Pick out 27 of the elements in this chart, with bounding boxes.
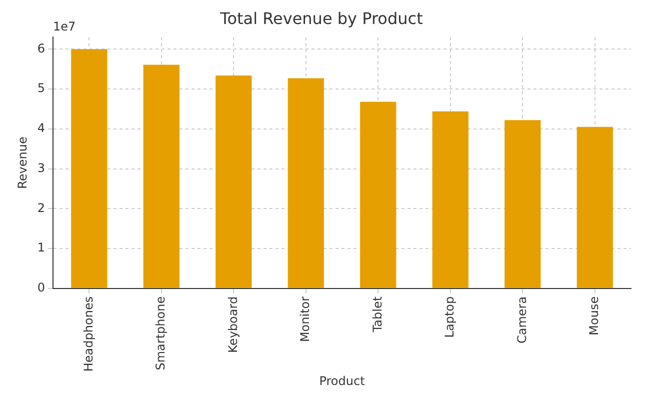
y-tick-label: 4 <box>37 121 46 136</box>
y-tick-label: 6 <box>37 41 46 56</box>
bar <box>71 49 108 288</box>
bar <box>432 111 468 288</box>
text: 1e7 <box>53 19 76 34</box>
y-tick-label: 0 <box>37 280 46 295</box>
x-tick-label: Mouse <box>587 296 601 336</box>
y-tick-label: 1 <box>37 240 46 255</box>
bar <box>504 120 541 288</box>
bar <box>216 75 252 288</box>
bar <box>143 64 180 288</box>
y-tick-label: 2 <box>37 200 46 215</box>
x-axis-title: Product <box>319 374 366 388</box>
y-tick-label: 3 <box>37 160 46 175</box>
x-tick-label: Keyboard <box>226 296 240 353</box>
x-tick-label: Tablet <box>370 296 384 334</box>
x-tick-label: Monitor <box>298 296 312 342</box>
bar <box>576 126 613 288</box>
x-tick-label: Laptop <box>442 296 457 338</box>
x-tick-label: Camera <box>514 296 529 344</box>
y-tick-label: 5 <box>37 81 46 96</box>
chart-title: Total Revenue by Product <box>219 8 423 28</box>
y-axis-title: Revenue <box>15 136 30 189</box>
x-tick-label: Headphones <box>81 296 96 372</box>
x-tick-label: Smartphone <box>154 296 168 370</box>
bar <box>360 102 396 288</box>
bar <box>288 78 324 288</box>
